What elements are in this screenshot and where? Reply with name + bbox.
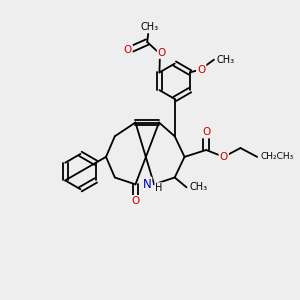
Text: O: O <box>197 64 205 74</box>
Text: CH₃: CH₃ <box>189 182 208 192</box>
Text: O: O <box>220 152 228 162</box>
Text: O: O <box>202 127 210 137</box>
Text: CH₂CH₃: CH₂CH₃ <box>260 152 293 161</box>
Text: CH₃: CH₃ <box>140 22 158 32</box>
Text: O: O <box>124 45 132 55</box>
Text: N: N <box>142 178 151 191</box>
Text: CH₃: CH₃ <box>217 55 235 65</box>
Text: O: O <box>158 48 166 58</box>
Text: O: O <box>131 196 140 206</box>
Text: H: H <box>155 183 163 193</box>
